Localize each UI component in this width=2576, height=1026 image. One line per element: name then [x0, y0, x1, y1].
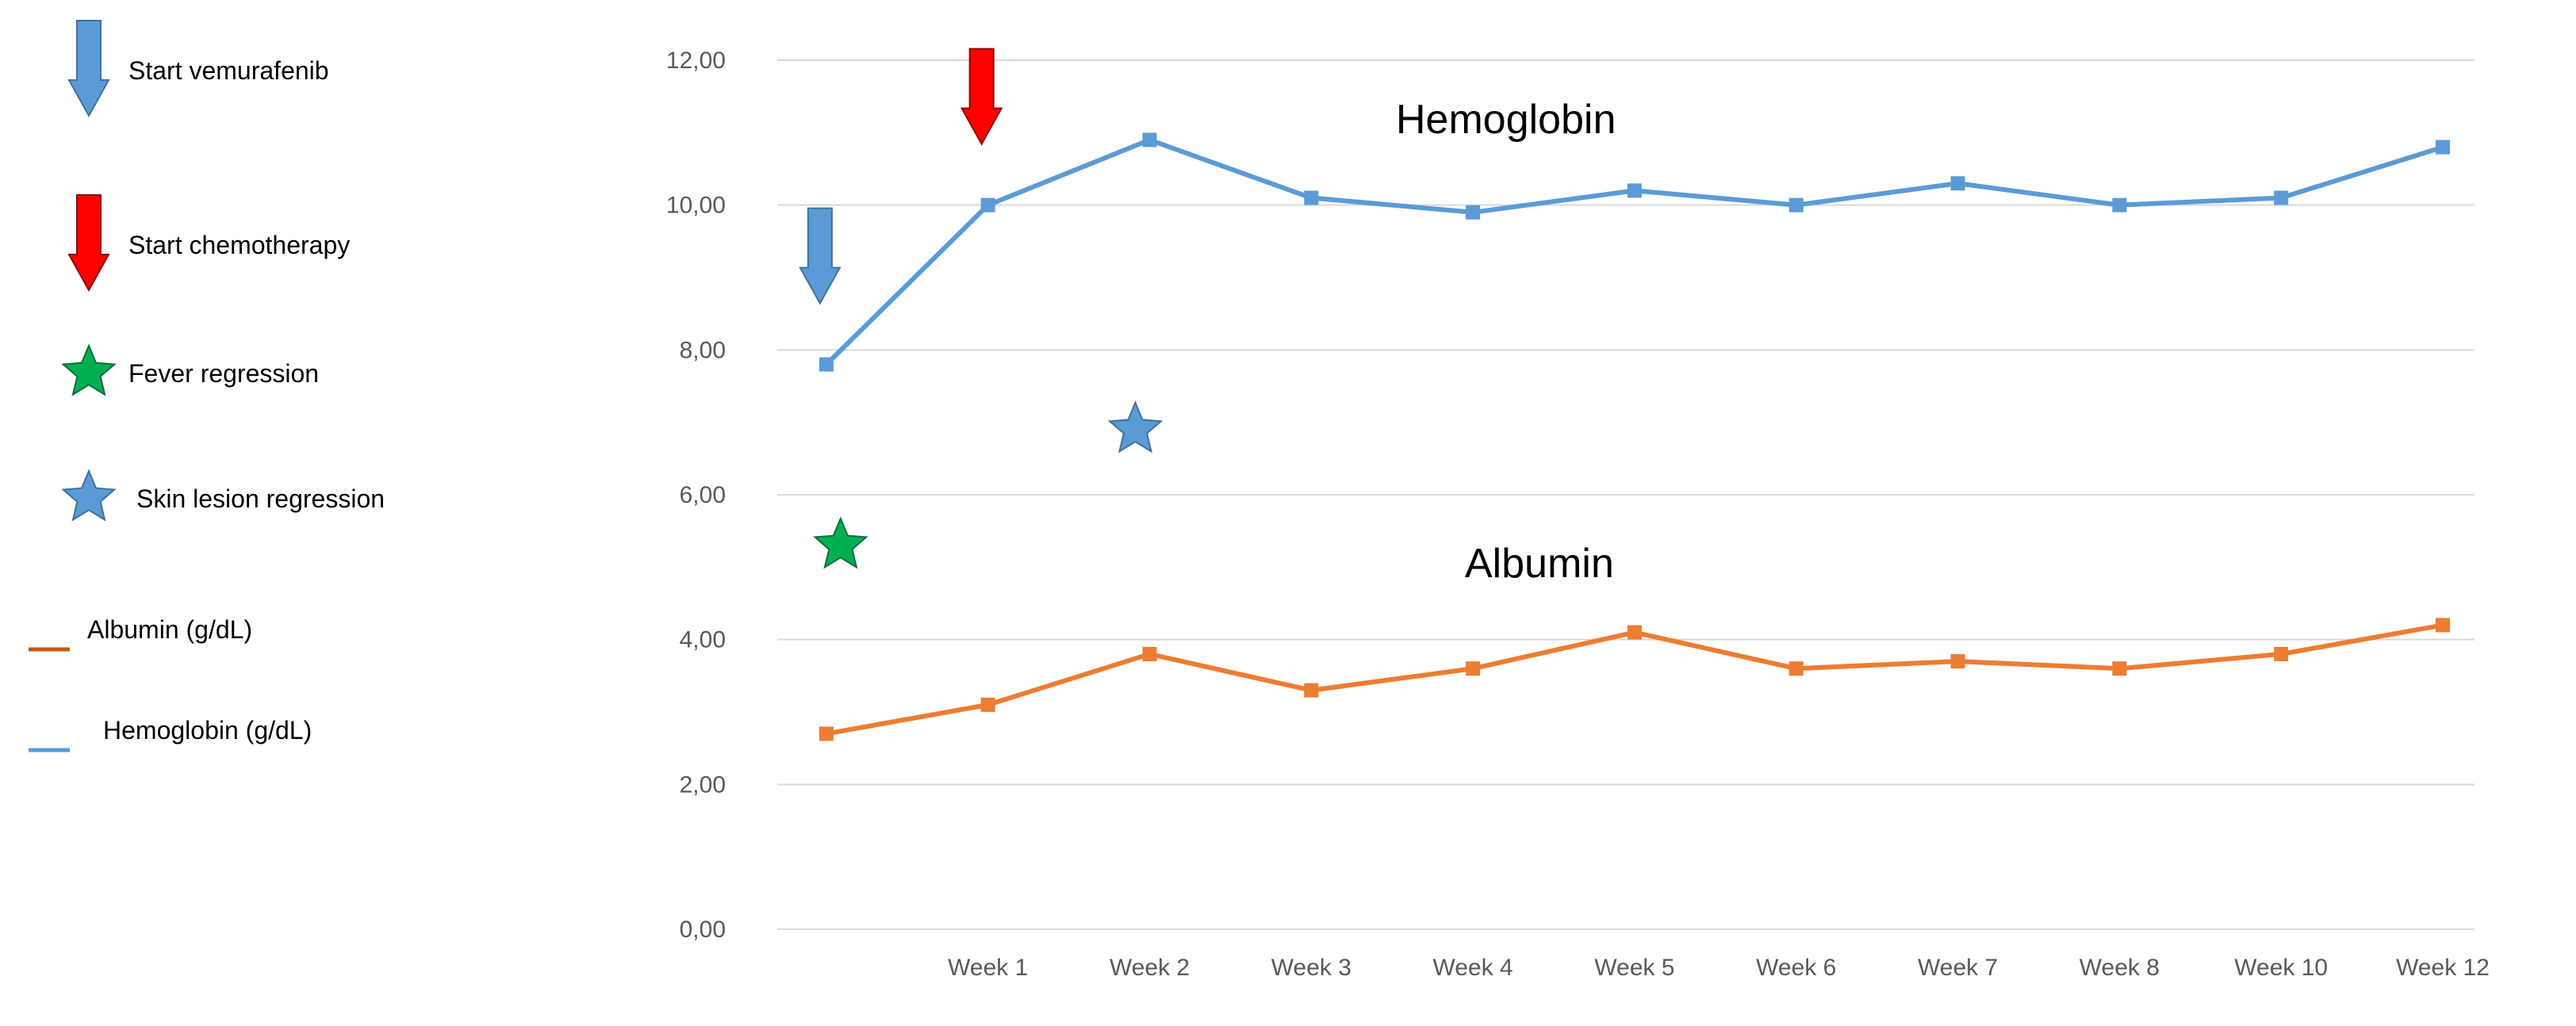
legend-item: Start chemotherapy: [67, 194, 350, 293]
albumin-point: [818, 726, 834, 741]
hemoglobin-point: [1950, 176, 1965, 191]
hemoglobin-point: [818, 357, 834, 372]
hemoglobin-point: [1304, 190, 1319, 205]
legend-item: Start vemurafenib: [67, 20, 329, 118]
star-icon: [61, 469, 117, 522]
down-arrow-icon: [960, 48, 1003, 146]
albumin-line: [826, 622, 2444, 737]
down-arrow-icon: [67, 20, 110, 118]
hemoglobin-point: [1788, 197, 1804, 212]
x-tick-label: Week 2: [1110, 955, 1190, 981]
y-tick-label: 2,00: [680, 771, 726, 798]
y-tick-label: 6,00: [680, 482, 726, 508]
legend-item: Hemoglobin (g/dL): [29, 716, 312, 752]
annotations: Hemoglobin Albumin: [1396, 97, 1616, 587]
hemoglobin-point: [2436, 140, 2450, 155]
star-icon: [1107, 400, 1163, 454]
event-markers: [799, 48, 1163, 569]
legend-label: Fever regression: [128, 359, 319, 388]
hemoglobin-annotation: Hemoglobin: [1396, 97, 1616, 143]
hemoglobin-point: [1627, 183, 1642, 198]
legend-item: Albumin (g/dL): [29, 615, 252, 652]
x-tick-label: Week 3: [1271, 955, 1351, 981]
legend-item: Skin lesion regression: [61, 469, 385, 522]
down-arrow-icon: [67, 194, 110, 293]
y-tick-label: 12,00: [666, 48, 726, 74]
star-icon: [61, 343, 117, 396]
series-lines: [818, 132, 2450, 741]
albumin-point: [1788, 661, 1804, 676]
albumin-point: [2112, 661, 2127, 676]
y-tick-label: 0,00: [680, 917, 726, 943]
legend-label: Skin lesion regression: [136, 484, 385, 513]
hemoglobin-line: [824, 137, 2444, 366]
albumin-point: [1950, 654, 1965, 669]
hemoglobin-point: [1466, 205, 1481, 220]
legend-label: Hemoglobin (g/dL): [103, 716, 312, 745]
star-icon: [813, 516, 868, 569]
down-arrow-icon: [799, 207, 841, 305]
hemoglobin-point: [1142, 132, 1157, 147]
albumin-point: [1142, 646, 1157, 661]
albumin-point: [1304, 683, 1319, 698]
y-tick-label: 10,00: [666, 193, 726, 219]
legend-label: Albumin (g/dL): [87, 615, 252, 644]
legend-item: Fever regression: [61, 343, 319, 396]
albumin-point: [2274, 646, 2289, 661]
hemoglobin-point: [2112, 197, 2127, 212]
albumin-annotation: Albumin: [1465, 541, 1614, 587]
x-tick-label: Week 1: [948, 955, 1028, 981]
x-tick-label: Week 12: [2396, 955, 2490, 981]
albumin-point: [1627, 625, 1642, 640]
axis-labels: 0,00 2,00 4,00 6,00 8,00 10,00 12,00 Week 1 Week…: [666, 48, 2490, 981]
legend: Start vemurafenib Start chemotherapy Fever…: [29, 20, 385, 752]
x-tick-label: Week 6: [1756, 955, 1836, 981]
y-tick-label: 4,00: [680, 627, 726, 653]
gridlines: [777, 59, 2474, 930]
albumin-point: [1466, 661, 1481, 676]
x-tick-label: Week 5: [1594, 955, 1674, 981]
hemoglobin-point: [2274, 190, 2289, 205]
x-tick-label: Week 8: [2080, 955, 2160, 981]
legend-label: Start chemotherapy: [128, 231, 350, 259]
hemoglobin-point: [980, 197, 995, 212]
x-tick-label: Week 7: [1918, 955, 1998, 981]
x-tick-label: Week 10: [2234, 955, 2328, 981]
albumin-point: [980, 697, 995, 712]
x-tick-label: Week 4: [1433, 955, 1513, 981]
y-tick-label: 8,00: [680, 337, 726, 363]
albumin-point: [2436, 618, 2450, 633]
legend-label: Start vemurafenib: [128, 56, 329, 85]
